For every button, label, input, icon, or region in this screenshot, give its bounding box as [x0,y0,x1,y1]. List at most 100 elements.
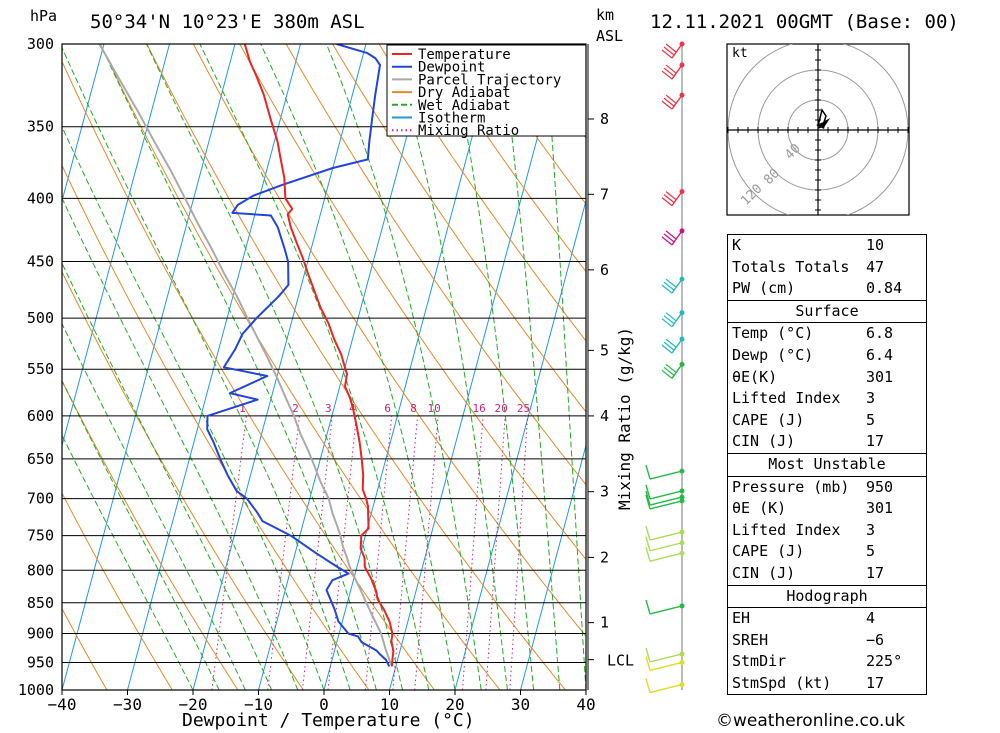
wind-barb-flag [665,64,677,74]
copyright-text[interactable]: ©weatheronline.co.uk [716,711,906,731]
mixing-ratio-label: 8 [410,402,417,415]
row-value: 301 [866,499,894,518]
plot-frame [61,43,587,691]
wind-barb [661,41,685,59]
row-value: 950 [866,477,894,496]
pressure-tick-label: 700 [27,490,54,508]
wind-barb [645,656,685,672]
wet-adiabat-line [62,322,246,690]
wind-barb-flag [645,464,651,480]
row-value: 17 [866,432,885,451]
parcel-trajectory-line [98,44,393,667]
row-value: 0.84 [866,279,903,298]
wind-barb-flag [663,46,675,56]
wind-barb-shaft [671,338,683,354]
wind-barb-flag [663,67,675,77]
dry-adiabat-line [192,44,586,637]
pressure-tick-label: 500 [27,309,54,327]
wind-barb-flag [645,494,651,510]
wind-barb-shaft [649,470,683,480]
pressure-axis: 300 350 400 450 500 550 600 650 700 750 800 850 900 9… [18,35,54,699]
eh-row: EH 4 [728,608,926,630]
wind-barb-flag [665,230,677,240]
row-label: SREH [732,630,769,649]
x-tick-label: 30 [511,695,530,714]
surface-indices: Surface Temp (°C) 6.8 Dewp (°C) 6.4 θE(K) 3… [727,299,927,453]
totals-totals-row: Totals Totals 47 [728,257,926,279]
isotherm-line [192,44,367,690]
dry-adiabat-line [146,44,566,690]
wind-barb [661,92,685,110]
height-tick-label: 3 [600,483,609,501]
row-label: StmDir [732,652,787,671]
hodograph-title: Hodograph [728,586,926,609]
pressure-tick-label: 800 [27,561,54,579]
wind-barb-flag [645,484,651,500]
wind-barb-flag [661,318,673,328]
pw-row: PW (cm) 0.84 [728,278,926,300]
wind-barb [661,189,685,207]
wet-adiabat-line [99,44,377,690]
dry-adiabat-line [285,44,586,486]
row-label: θE (K) [732,499,787,518]
dry-adiabat-line [62,607,108,690]
height-tick-label: 4 [600,407,609,425]
wet-adiabat-line [199,44,430,690]
wind-barb-shaft [671,64,683,80]
legend-label: Mixing Ratio [418,123,519,139]
mu-thetae-row: θE (K) 301 [728,498,926,520]
pressure-tick-label: 450 [27,253,54,271]
wet-adiabat-line [62,125,325,690]
height-tick-label: 6 [600,261,609,279]
row-value: 301 [866,367,894,386]
wind-barb-shaft [649,490,683,500]
most-unstable-title: Most Unstable [728,454,926,477]
wind-barb-shaft [649,653,683,663]
wet-adiabat-line [500,44,561,690]
surface-li-row: Lifted Index 3 [728,388,926,410]
height-tick-label: 7 [600,185,609,203]
row-value: 5 [866,410,876,429]
row-value: 6.8 [866,324,894,343]
surface-cin-row: CIN (J) 17 [728,431,926,453]
height-unit-km: km [596,6,614,24]
row-value: 3 [866,520,876,539]
row-value: 3 [866,389,876,408]
pressure-tick-label: 750 [27,527,54,545]
isobars [62,43,586,691]
row-value: −6 [866,630,885,649]
wind-barb-shaft [649,542,683,552]
wind-barb-shaft [671,94,683,110]
profiles [98,44,395,667]
mixing-ratio-labels: 1 2 3 4 6 8 10 16 20 25 [239,402,530,415]
wind-barb [645,490,685,506]
hodograph-indices: Hodograph EH 4 SREH −6 StmDir 225° StmSpd (… [727,584,927,696]
wind-barb-flag [663,281,675,291]
wind-barb-shaft [649,496,683,506]
mixing-ratio-line [509,415,529,690]
x-tick-label: −40 [48,695,77,714]
wind-barb [645,525,685,541]
row-label: Totals Totals [732,257,850,276]
legend-label: Isotherm [418,111,485,127]
mixing-ratio-line [301,415,333,690]
pressure-tick-label: 400 [27,189,54,207]
wind-barb [645,536,685,552]
wind-barb-flag [665,94,677,104]
x-tick-label: 10 [380,695,399,714]
general-indices: K 10 Totals Totals 47 PW (cm) 0.84 [727,234,927,300]
wind-barb-flag [665,278,677,288]
mixing-ratio-label: 2 [292,402,299,415]
wind-barb-flag [661,197,673,207]
dry-adiabat-line [332,44,586,413]
wind-barb [661,228,685,246]
wind-barb [645,494,685,510]
most-unstable-indices: Most Unstable Pressure (mb) 950 θE (K) 301… [727,452,927,585]
mu-cape-row: CAPE (J) 5 [728,541,926,563]
dewpoint-line [206,44,391,667]
wind-barb-flag [645,599,651,615]
row-value: 4 [866,609,876,628]
wind-barb-flag [645,547,651,562]
dry-adiabat-line [99,44,501,690]
